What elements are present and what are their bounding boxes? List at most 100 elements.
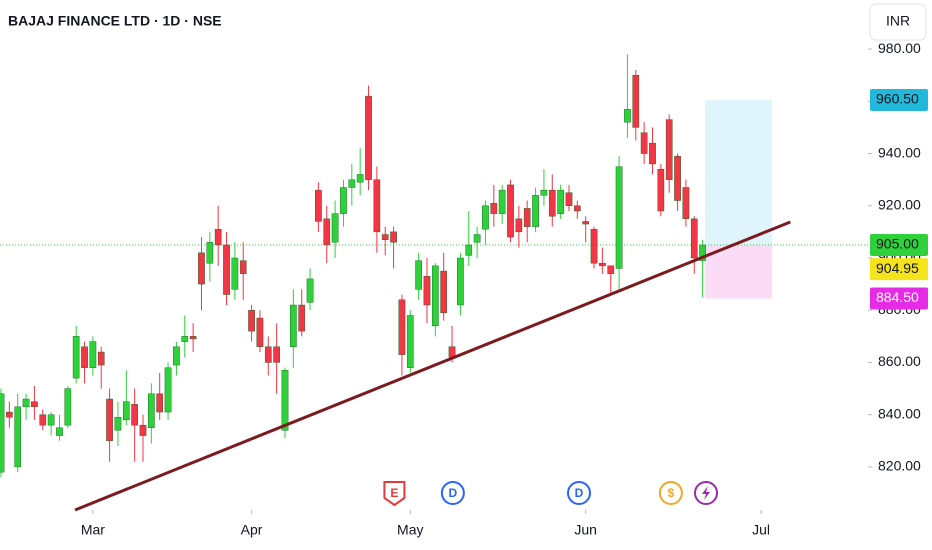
x-tick-label: Mar <box>81 522 105 538</box>
price-label: 904.95 <box>876 260 919 276</box>
currency[interactable]: INR <box>886 13 910 29</box>
candle-body <box>415 260 422 290</box>
price-label-box <box>870 287 928 310</box>
event-icon <box>440 481 465 505</box>
y-tick-label: 940.00 <box>878 144 921 160</box>
candle-body <box>649 142 656 165</box>
price-axis: 820.00840.00860.00880.00900.00920.00940.… <box>868 40 928 474</box>
candle-body <box>665 119 673 180</box>
event-icon <box>567 481 592 505</box>
plot-area: Mar Apr May Jun Jul E D D $ <box>0 54 868 538</box>
candle-body <box>72 336 80 379</box>
candle-body <box>315 189 322 222</box>
candle-body <box>214 229 222 246</box>
candle-body <box>14 406 22 468</box>
candle-body <box>181 336 189 342</box>
candle-body <box>239 260 247 274</box>
currency-button[interactable] <box>869 3 927 41</box>
candle-body <box>624 108 631 123</box>
y-tick-label: 860.00 <box>878 353 921 369</box>
candle-body <box>599 263 606 267</box>
x-tick-label: Jul <box>752 522 770 538</box>
candle-body <box>348 179 356 188</box>
candle-body <box>507 184 514 238</box>
candle-body <box>674 155 681 201</box>
event-label: $ <box>668 486 675 500</box>
candle-body <box>331 213 339 243</box>
candle-body <box>223 244 230 295</box>
candle-body <box>482 205 489 230</box>
candle-body <box>398 299 406 355</box>
candle-body <box>323 218 331 246</box>
candle-body <box>340 187 347 214</box>
candle-body <box>590 229 598 264</box>
candle-body <box>699 244 706 261</box>
candle-body <box>231 257 239 290</box>
candle-body <box>390 231 397 243</box>
y-tick-label: 840.00 <box>878 405 921 421</box>
candle-body <box>523 208 531 227</box>
candle-body <box>440 270 448 314</box>
candle-body <box>565 192 573 206</box>
candle-body <box>532 195 539 227</box>
candle-body <box>89 341 97 368</box>
candle-body <box>657 169 665 212</box>
event-icon <box>383 481 406 507</box>
y-tick-label: 820.00 <box>878 458 921 474</box>
stop-zone <box>705 244 772 299</box>
candle-body <box>39 414 47 426</box>
price-label-box <box>870 233 928 256</box>
candle-body <box>97 351 105 366</box>
candle-body <box>273 346 280 363</box>
candle-body <box>139 424 147 436</box>
trendline <box>74 220 791 512</box>
candle-body <box>490 202 498 214</box>
event-label: E <box>390 486 398 500</box>
price-label: 884.50 <box>876 289 919 305</box>
event-label: D <box>449 486 458 500</box>
price-label: 905.00 <box>876 236 919 252</box>
candle-body <box>81 346 88 368</box>
target-zone <box>705 100 772 245</box>
candle-body <box>47 414 55 426</box>
candle-body <box>498 189 506 214</box>
candle-body <box>122 401 130 421</box>
chart-title: BAJAJ FINANCE LTD · 1D · NSE <box>8 13 222 29</box>
x-tick-label: May <box>397 522 423 538</box>
candle-body <box>682 187 690 220</box>
candle-body <box>298 304 306 332</box>
candle-body <box>448 346 456 358</box>
candle-body <box>548 189 556 217</box>
candle-body <box>198 252 205 285</box>
candle-body <box>640 132 648 154</box>
candle-body <box>56 427 63 436</box>
y-tick-label: 920.00 <box>878 196 921 212</box>
candle-body <box>306 278 314 303</box>
candle-body <box>189 336 197 340</box>
y-tick-label: 980.00 <box>878 40 921 56</box>
candle-body <box>573 205 581 212</box>
candle-body <box>356 174 364 183</box>
price-label-box <box>870 89 928 112</box>
candle-body <box>131 404 138 426</box>
candle-body <box>381 234 389 240</box>
candle-body <box>248 310 255 332</box>
candle-body <box>22 398 30 408</box>
x-tick-label: Apr <box>241 522 263 538</box>
candle-body <box>557 189 564 214</box>
candle-body <box>515 218 523 233</box>
candle-body <box>432 265 439 327</box>
event-label: D <box>575 486 584 500</box>
candle-body <box>457 257 464 306</box>
candle-body <box>156 393 164 413</box>
candle-body <box>690 218 698 259</box>
candle-body <box>406 315 414 368</box>
candle-body <box>106 398 113 441</box>
candle-body <box>206 242 214 264</box>
price-label: 960.50 <box>876 91 919 107</box>
candle-body <box>615 166 623 269</box>
candle-body <box>264 346 272 363</box>
candle-body <box>373 179 381 233</box>
candle-body <box>632 75 640 128</box>
